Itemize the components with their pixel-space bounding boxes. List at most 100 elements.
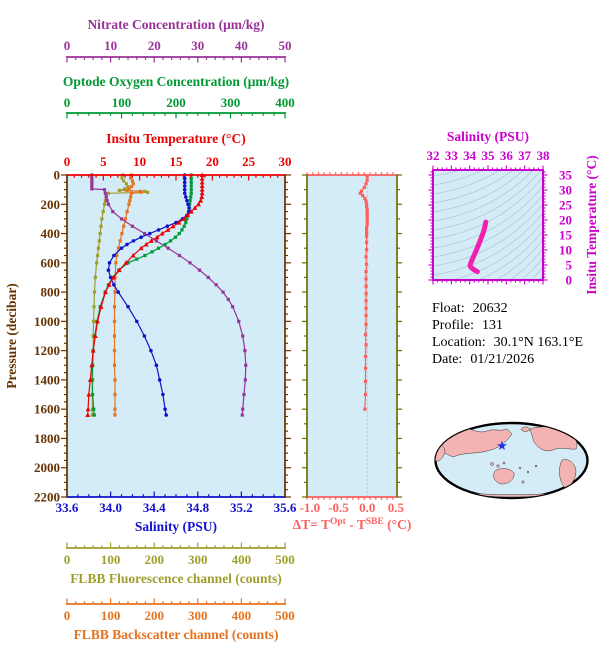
- svg-text:200: 200: [144, 608, 164, 623]
- svg-text:35: 35: [482, 148, 496, 163]
- svg-text:2000: 2000: [34, 460, 60, 475]
- svg-text:-0.5: -0.5: [328, 500, 349, 515]
- svg-text:38: 38: [537, 148, 551, 163]
- map-island: [502, 461, 506, 465]
- svg-text:10: 10: [559, 243, 572, 258]
- date-line: Date: 01/21/2026: [432, 352, 534, 367]
- salinity-axis-title: Salinity (PSU): [135, 519, 217, 534]
- svg-text:34.0: 34.0: [99, 500, 122, 515]
- svg-text:400: 400: [232, 552, 252, 567]
- temperature-profile-curve: [85, 172, 205, 418]
- svg-text:0: 0: [64, 38, 71, 53]
- ts-temperature-axis-title: Insitu Temperature (°C): [584, 155, 599, 294]
- svg-text:25: 25: [242, 154, 256, 169]
- backscatter-axis-title: FLBB Backscatter channel (counts): [74, 627, 279, 642]
- svg-text:30: 30: [191, 38, 204, 53]
- svg-text:0: 0: [54, 168, 61, 183]
- svg-text:35: 35: [559, 168, 573, 183]
- svg-text:30: 30: [559, 183, 572, 198]
- svg-text:25: 25: [559, 198, 573, 213]
- svg-text:1000: 1000: [34, 314, 60, 329]
- svg-text:300: 300: [221, 95, 241, 110]
- svg-text:2200: 2200: [34, 490, 60, 505]
- pressure-axis-title: Pressure (decibar): [4, 283, 19, 389]
- svg-text:400: 400: [232, 608, 252, 623]
- svg-text:0.5: 0.5: [388, 500, 405, 515]
- svg-text:100: 100: [101, 608, 121, 623]
- oxygen-axis-title: Optode Oxygen Concentration (μm/kg): [63, 74, 289, 89]
- svg-text:32: 32: [427, 148, 440, 163]
- float-id-line: Float: 20632: [432, 301, 508, 316]
- svg-text:20: 20: [559, 213, 572, 228]
- svg-text:20: 20: [148, 38, 161, 53]
- main-profile-plot: [67, 175, 285, 497]
- backscatter-profile-curve: [112, 173, 143, 417]
- svg-text:1800: 1800: [34, 431, 60, 446]
- svg-text:1600: 1600: [34, 402, 60, 417]
- map-island: [526, 470, 530, 474]
- svg-text:0: 0: [566, 273, 573, 288]
- nitrate-axis-title: Nitrate Concentration (μm/kg): [87, 17, 264, 32]
- svg-text:50: 50: [279, 38, 292, 53]
- svg-text:34: 34: [463, 148, 477, 163]
- map-island: [521, 480, 525, 484]
- svg-text:300: 300: [188, 552, 208, 567]
- location-line: Location: 30.1°N 163.1°E: [432, 335, 583, 350]
- svg-text:15: 15: [559, 228, 573, 243]
- map-island: [490, 462, 494, 466]
- delta-t-curve: [358, 174, 369, 411]
- svg-text:100: 100: [101, 552, 121, 567]
- ts-density-contours: [433, 170, 543, 280]
- svg-text:34.4: 34.4: [143, 500, 166, 515]
- ts-diagram: [432, 169, 544, 281]
- figure-labels: Nitrate Concentration (μm/kg) Optode Oxy…: [4, 17, 599, 642]
- float-info-block: Float: 20632 Profile: 131 Location: 30.1°N …: [432, 301, 583, 367]
- temperature-axis-title: Insitu Temperature (°C): [106, 131, 245, 146]
- svg-text:40: 40: [235, 38, 248, 53]
- svg-text:500: 500: [275, 552, 295, 567]
- svg-text:5: 5: [100, 154, 107, 169]
- profile-line: Profile: 131: [432, 318, 503, 333]
- main-plot-axes: 0 5 10 15 20 25 30 33.6 34.0 34.4 34.8 35.2 35.6 0 200…: [34, 154, 297, 515]
- svg-text:33.6: 33.6: [56, 500, 79, 515]
- delta-t-panel: [307, 175, 397, 497]
- ts-salinity-axis-title: Salinity (PSU): [447, 129, 529, 144]
- svg-text:0: 0: [64, 608, 71, 623]
- map-land-south-america: [559, 459, 577, 489]
- svg-text:33: 33: [445, 148, 459, 163]
- svg-text:10: 10: [104, 38, 117, 53]
- svg-text:35.2: 35.2: [230, 500, 253, 515]
- svg-text:10: 10: [133, 154, 146, 169]
- svg-text:200: 200: [41, 197, 61, 212]
- delta-t-axis-title: ΔT= TOpt - TSBE (°C): [293, 517, 412, 532]
- svg-text:0: 0: [64, 552, 71, 567]
- svg-text:400: 400: [41, 226, 61, 241]
- svg-text:37: 37: [518, 148, 532, 163]
- svg-text:800: 800: [41, 285, 61, 300]
- svg-text:400: 400: [275, 95, 295, 110]
- svg-text:1400: 1400: [34, 372, 60, 387]
- svg-text:5: 5: [566, 258, 573, 273]
- map-island: [534, 464, 538, 468]
- svg-text:0: 0: [64, 154, 71, 169]
- svg-text:35.6: 35.6: [274, 500, 297, 515]
- svg-text:200: 200: [144, 552, 164, 567]
- svg-text:0.0: 0.0: [359, 500, 375, 515]
- svg-text:500: 500: [275, 608, 295, 623]
- nitrate-profile-curve: [90, 173, 248, 417]
- svg-text:1200: 1200: [34, 343, 60, 358]
- world-map: ★: [434, 421, 589, 500]
- svg-text:200: 200: [166, 95, 186, 110]
- fluorescence-axis-title: FLBB Fluorescence channel (counts): [70, 571, 282, 586]
- ts-profile-curve: [467, 219, 489, 275]
- svg-text:34.8: 34.8: [186, 500, 209, 515]
- map-land-australia: [493, 468, 515, 485]
- svg-text:600: 600: [41, 255, 61, 270]
- svg-text:36: 36: [500, 148, 514, 163]
- map-island: [518, 466, 522, 470]
- svg-text:-1.0: -1.0: [300, 500, 321, 515]
- map-island: [496, 464, 500, 468]
